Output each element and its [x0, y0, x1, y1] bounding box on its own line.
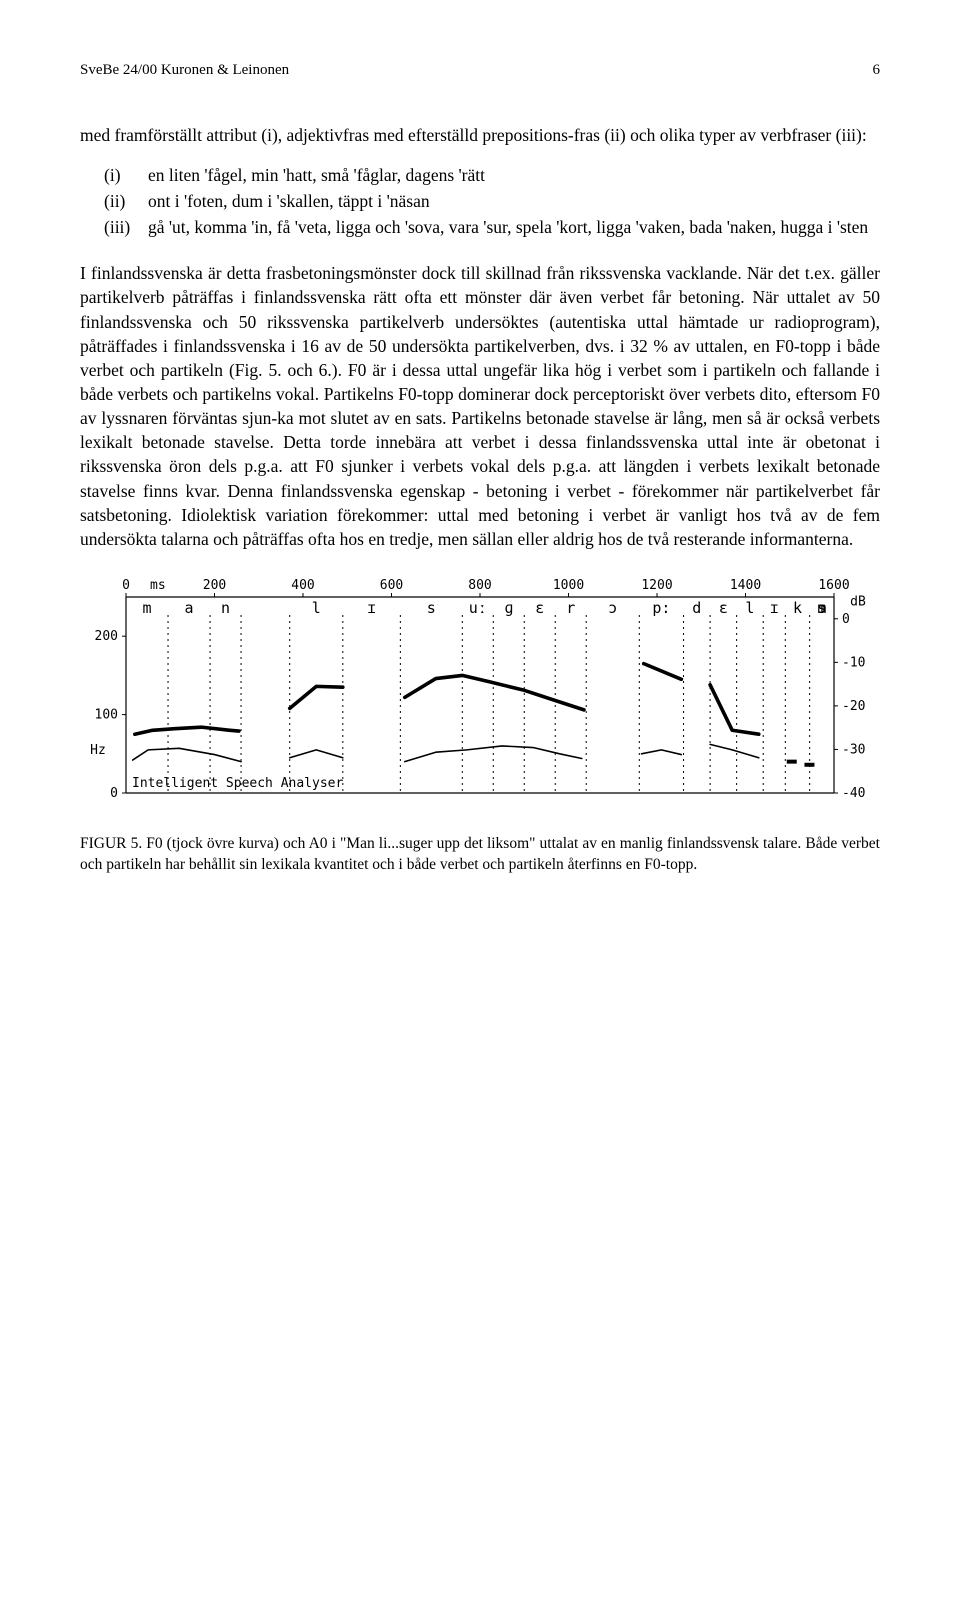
svg-text:ɛ: ɛ: [535, 599, 544, 617]
svg-text:ɪ: ɪ: [770, 599, 779, 617]
svg-text:ɪ: ɪ: [367, 599, 376, 617]
svg-text:k: k: [793, 599, 802, 617]
svg-text:1200: 1200: [641, 578, 672, 593]
svg-text:a: a: [185, 599, 194, 617]
figure-5: 02004006008001000120014001600ms0100200Hz…: [80, 569, 880, 819]
svg-text:1600: 1600: [818, 578, 849, 593]
svg-text:dB: dB: [850, 595, 866, 610]
svg-text:-30: -30: [842, 742, 865, 757]
svg-text:d: d: [692, 599, 701, 617]
svg-text:ms: ms: [150, 578, 166, 593]
svg-text:200: 200: [203, 578, 226, 593]
svg-text:l: l: [745, 599, 754, 617]
page-header: SveBe 24/00 Kuronen & Leinonen 6: [80, 60, 880, 81]
example-text: gå 'ut, komma 'in, få 'veta, ligga och '…: [148, 215, 880, 239]
example-text: ont i 'foten, dum i 'skallen, täppt i 'n…: [148, 189, 880, 213]
example-row: (ii) ont i 'foten, dum i 'skallen, täppt…: [104, 189, 880, 213]
svg-text:ɛ: ɛ: [719, 599, 728, 617]
example-num: (i): [104, 163, 148, 187]
svg-text:-40: -40: [842, 786, 865, 801]
example-text: en liten 'fågel, min 'hatt, små 'fåglar,…: [148, 163, 880, 187]
example-num: (iii): [104, 215, 148, 239]
svg-text:-10: -10: [842, 655, 865, 670]
example-row: (i) en liten 'fågel, min 'hatt, små 'fåg…: [104, 163, 880, 187]
example-row: (iii) gå 'ut, komma 'in, få 'veta, ligga…: [104, 215, 880, 239]
svg-text:0: 0: [842, 612, 850, 627]
svg-text:m: m: [817, 599, 826, 617]
speech-chart: 02004006008001000120014001600ms0100200Hz…: [80, 569, 880, 819]
svg-text:600: 600: [380, 578, 403, 593]
intro-paragraph: med framförställt attribut (i), adjektiv…: [80, 123, 880, 147]
svg-text:200: 200: [95, 629, 118, 644]
svg-text:ɔ: ɔ: [608, 599, 617, 617]
svg-text:-20: -20: [842, 699, 865, 714]
example-num: (ii): [104, 189, 148, 213]
svg-text:800: 800: [468, 578, 491, 593]
svg-text:0: 0: [122, 578, 130, 593]
svg-text:ɡ: ɡ: [504, 599, 513, 617]
svg-text:l: l: [312, 599, 321, 617]
svg-text:0: 0: [110, 786, 118, 801]
svg-text:m: m: [143, 599, 152, 617]
svg-text:1400: 1400: [730, 578, 761, 593]
figure-caption: FIGUR 5. F0 (tjock övre kurva) och A0 i …: [80, 834, 880, 876]
svg-text:s: s: [427, 599, 436, 617]
example-list: (i) en liten 'fågel, min 'hatt, små 'fåg…: [80, 163, 880, 239]
header-page-num: 6: [873, 60, 881, 81]
svg-text:uː: uː: [469, 599, 487, 617]
header-left: SveBe 24/00 Kuronen & Leinonen: [80, 60, 289, 81]
body-paragraph: I finlandssvenska är detta frasbetonings…: [80, 261, 880, 551]
svg-text:p:: p:: [652, 599, 670, 617]
svg-text:100: 100: [95, 708, 118, 723]
svg-text:n: n: [221, 599, 230, 617]
svg-text:Intelligent Speech Analyser: Intelligent Speech Analyser: [132, 776, 343, 791]
svg-text:r: r: [566, 599, 575, 617]
svg-text:1000: 1000: [553, 578, 584, 593]
svg-text:400: 400: [291, 578, 314, 593]
svg-text:Hz: Hz: [90, 743, 106, 758]
